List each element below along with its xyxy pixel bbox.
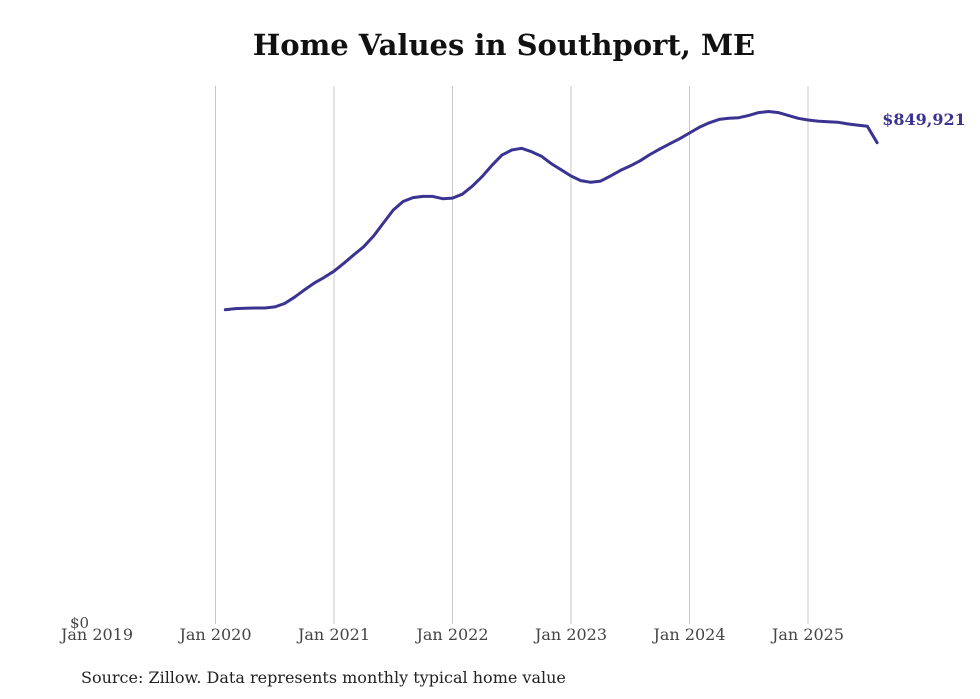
data-point [826, 120, 829, 123]
data-point [619, 169, 622, 172]
data-point [698, 126, 701, 129]
data-point [846, 122, 849, 126]
data-point [421, 195, 425, 198]
data-point [273, 305, 276, 309]
chart-title: Home Values in Southport, ME [252, 28, 756, 62]
source-note: Source: Zillow. Data represents monthly … [81, 668, 566, 687]
data-point [510, 148, 513, 152]
data-point [727, 117, 731, 120]
data-point [451, 196, 454, 200]
data-point [550, 162, 553, 165]
data-point [322, 276, 326, 279]
data-point [609, 174, 612, 178]
data-point [638, 159, 642, 162]
data-point [816, 119, 820, 123]
data-point [559, 168, 563, 172]
x-tick-label: Jan 2019 [59, 625, 133, 644]
data-point [708, 121, 711, 125]
data-point [480, 175, 484, 178]
data-points [224, 110, 879, 311]
data-point [382, 221, 385, 225]
data-point [332, 269, 336, 273]
data-point [253, 306, 257, 310]
data-point [293, 296, 296, 299]
data-point [342, 262, 346, 265]
data-point [767, 110, 770, 113]
data-point [401, 200, 405, 203]
data-point [856, 123, 859, 127]
data-point [866, 125, 869, 128]
x-tick-label: Jan 2023 [533, 625, 607, 644]
data-point [836, 121, 839, 124]
data-point [530, 150, 533, 153]
data-point [599, 179, 602, 183]
data-point [569, 174, 573, 178]
x-tick-label: Jan 2025 [770, 625, 844, 644]
data-point [234, 307, 237, 310]
data-point [500, 153, 504, 157]
data-point [589, 181, 592, 184]
data-point [737, 116, 741, 119]
data-point [688, 131, 691, 135]
data-point [678, 137, 681, 140]
home-value-line [223, 110, 879, 312]
data-point [352, 253, 355, 256]
data-point [303, 288, 306, 292]
y-axis-zero-label: $0 [70, 614, 89, 632]
data-point [224, 308, 227, 311]
data-point [757, 111, 760, 114]
x-tick-label: Jan 2020 [177, 625, 251, 644]
data-point [520, 147, 523, 150]
x-axis-tick-labels: Jan 2019 Jan 2020 Jan 2021 Jan 2022 Jan 2023… [59, 625, 844, 644]
data-point [372, 234, 375, 238]
data-point [263, 306, 267, 310]
vertical-grid [215, 86, 809, 624]
data-point [658, 147, 662, 151]
data-point [668, 142, 671, 145]
data-point [777, 111, 780, 114]
data-point [717, 118, 721, 121]
data-point [796, 117, 800, 120]
data-point [806, 118, 810, 122]
data-point [441, 197, 444, 200]
latest-value-label: $849,921 [882, 110, 966, 129]
data-point [747, 114, 750, 117]
data-point [313, 281, 316, 285]
data-point [461, 192, 464, 196]
x-tick-label: Jan 2022 [414, 625, 488, 644]
data-point [243, 307, 247, 310]
data-point [490, 164, 494, 167]
data-point [648, 153, 652, 156]
x-tick-label: Jan 2024 [651, 625, 725, 644]
data-point [283, 302, 286, 305]
data-point [362, 245, 365, 249]
data-point [411, 196, 415, 199]
data-point [392, 208, 395, 212]
x-tick-label: Jan 2021 [296, 625, 370, 644]
data-point [875, 141, 879, 144]
data-point [787, 114, 790, 117]
data-point [579, 179, 583, 182]
data-point [471, 185, 474, 188]
data-point [629, 164, 632, 168]
data-point [540, 155, 543, 158]
data-point [431, 195, 434, 198]
